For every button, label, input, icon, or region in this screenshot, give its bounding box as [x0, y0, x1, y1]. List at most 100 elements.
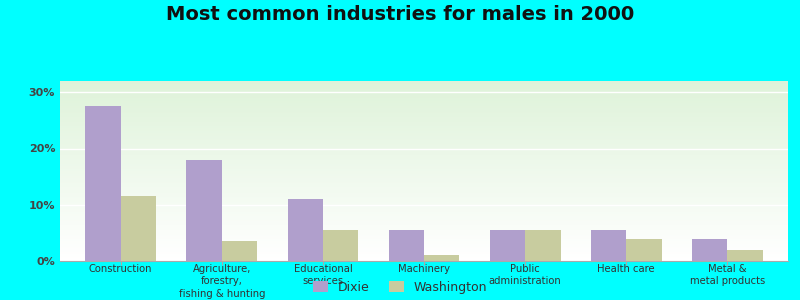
Bar: [60, 103, 788, 104]
Bar: [60, 240, 788, 241]
Bar: [60, 216, 788, 217]
Bar: [323, 230, 358, 261]
Bar: [60, 107, 788, 108]
Bar: [60, 83, 788, 84]
Bar: [60, 187, 788, 188]
Bar: [60, 258, 788, 259]
Bar: [60, 124, 788, 125]
Bar: [60, 165, 788, 166]
Bar: [60, 200, 788, 201]
Bar: [60, 176, 788, 177]
Bar: [60, 162, 788, 163]
Bar: [60, 227, 788, 228]
Bar: [60, 160, 788, 161]
Bar: [60, 234, 788, 235]
Bar: [60, 215, 788, 216]
Bar: [60, 189, 788, 190]
Bar: [60, 255, 788, 256]
Bar: [60, 112, 788, 113]
Bar: [60, 137, 788, 138]
Bar: [60, 181, 788, 182]
Bar: [60, 102, 788, 103]
Bar: [60, 214, 788, 215]
Bar: [60, 201, 788, 202]
Bar: [60, 250, 788, 251]
Bar: [60, 254, 788, 255]
Bar: [60, 105, 788, 106]
Bar: [626, 238, 662, 261]
Bar: [60, 153, 788, 154]
Bar: [60, 98, 788, 99]
Bar: [60, 118, 788, 119]
Bar: [60, 184, 788, 185]
Bar: [60, 190, 788, 191]
Bar: [60, 212, 788, 213]
Bar: [60, 257, 788, 258]
Bar: [60, 93, 788, 94]
Bar: [60, 238, 788, 239]
Bar: [424, 255, 459, 261]
Bar: [60, 221, 788, 222]
Bar: [60, 226, 788, 227]
Bar: [60, 88, 788, 89]
Bar: [60, 202, 788, 203]
Bar: [60, 97, 788, 98]
Bar: [60, 196, 788, 197]
Text: Educational
services: Educational services: [294, 264, 352, 286]
Bar: [60, 89, 788, 90]
Text: Metal &
metal products: Metal & metal products: [690, 264, 765, 286]
Bar: [60, 209, 788, 210]
Bar: [60, 229, 788, 230]
Bar: [186, 160, 222, 261]
Bar: [60, 129, 788, 130]
Bar: [60, 194, 788, 195]
Bar: [60, 228, 788, 229]
Bar: [60, 198, 788, 199]
Bar: [591, 230, 626, 261]
Bar: [60, 143, 788, 144]
Bar: [60, 224, 788, 225]
Bar: [60, 139, 788, 140]
Bar: [60, 167, 788, 168]
Bar: [287, 199, 323, 261]
Bar: [60, 133, 788, 134]
Bar: [60, 236, 788, 237]
Bar: [60, 225, 788, 226]
Bar: [60, 170, 788, 171]
Bar: [60, 132, 788, 133]
Bar: [60, 168, 788, 169]
Bar: [490, 230, 525, 261]
Bar: [60, 127, 788, 128]
Bar: [60, 193, 788, 194]
Bar: [60, 235, 788, 236]
Bar: [60, 108, 788, 109]
Bar: [60, 174, 788, 175]
Bar: [60, 159, 788, 160]
Bar: [60, 207, 788, 208]
Bar: [60, 246, 788, 247]
Text: Machinery: Machinery: [398, 264, 450, 274]
Bar: [60, 169, 788, 170]
Bar: [60, 182, 788, 183]
Bar: [60, 140, 788, 141]
Bar: [60, 192, 788, 193]
Bar: [60, 138, 788, 139]
Bar: [60, 81, 788, 82]
Bar: [60, 136, 788, 137]
Bar: [60, 123, 788, 124]
Bar: [60, 113, 788, 114]
Bar: [60, 172, 788, 173]
Text: Most common industries for males in 2000: Most common industries for males in 2000: [166, 4, 634, 23]
Bar: [60, 141, 788, 142]
Bar: [60, 256, 788, 257]
Bar: [60, 151, 788, 152]
Bar: [60, 203, 788, 204]
Bar: [60, 202, 788, 203]
Bar: [60, 191, 788, 192]
Bar: [60, 206, 788, 207]
Bar: [525, 230, 561, 261]
Bar: [60, 231, 788, 232]
Bar: [389, 230, 424, 261]
Bar: [60, 96, 788, 97]
Text: Agriculture,
forestry,
fishing & hunting: Agriculture, forestry, fishing & hunting: [178, 264, 265, 299]
